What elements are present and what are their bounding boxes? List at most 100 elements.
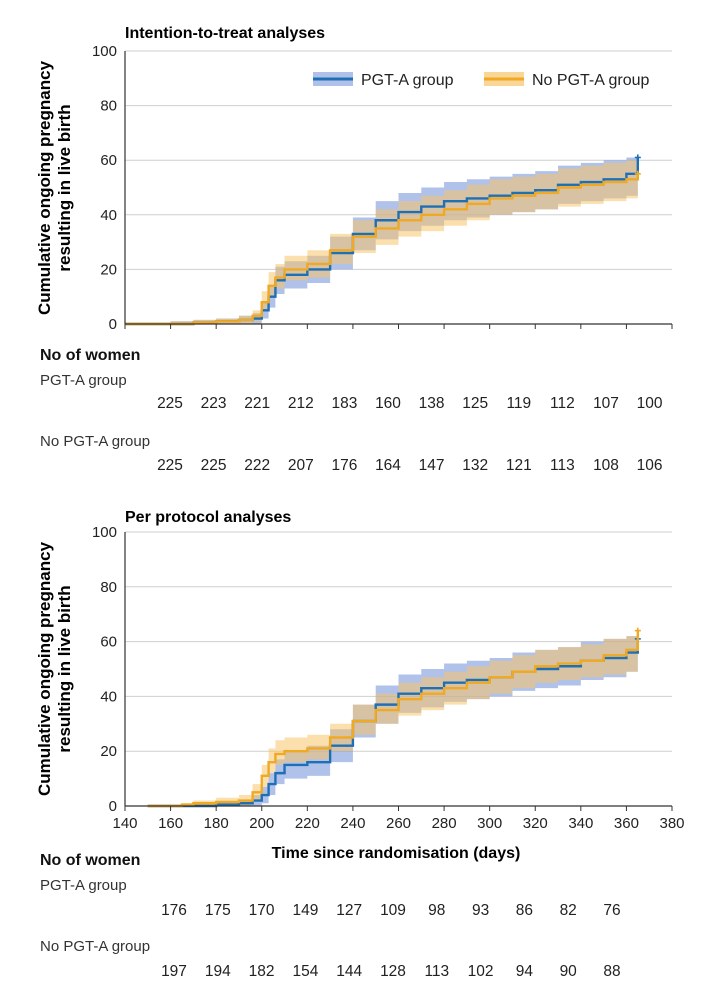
- risk-number: 182: [249, 963, 275, 980]
- y-tick-label: 60: [100, 152, 117, 169]
- risk-number: 90: [560, 963, 578, 980]
- risk-number: 132: [462, 457, 488, 474]
- risk-number: 128: [380, 963, 406, 980]
- risk-number: 144: [336, 963, 362, 980]
- risk-table-1: No of women PGT-A group 225 223 221 212 183 1…: [40, 347, 663, 474]
- y-tick-label: 0: [109, 316, 117, 333]
- y-tick-label: 80: [100, 98, 117, 115]
- risk-group-label-nopgta: No PGT-A group: [40, 433, 150, 450]
- y-tick-labels: 0 20 40 60 80 100: [92, 43, 117, 333]
- risk-number: 113: [424, 963, 449, 980]
- y-tick-labels: 0 20 40 60 80 100: [92, 524, 117, 815]
- risk-number: 194: [205, 963, 231, 980]
- risk-number: 207: [288, 457, 314, 474]
- y-axis-title-line2: resulting in live birth: [55, 585, 74, 752]
- y-axis-title-line1: Cumulative ongoing pregnancy: [35, 60, 54, 315]
- y-tick-label: 100: [92, 43, 117, 60]
- risk-number: 221: [244, 395, 270, 412]
- risk-number: 119: [506, 395, 531, 412]
- x-axis-title: Time since randomisation (days): [272, 845, 521, 862]
- risk-number: 98: [428, 902, 445, 919]
- risk-number: 100: [637, 395, 663, 412]
- risk-number: 147: [419, 457, 445, 474]
- chart-title: Intention-to-treat analyses: [125, 25, 325, 42]
- risk-number: 176: [161, 902, 187, 919]
- confidence-bands: [147, 627, 638, 806]
- risk-number: 160: [375, 395, 401, 412]
- axes: [124, 51, 673, 329]
- x-tick-label: 320: [523, 815, 548, 832]
- risk-number: 176: [331, 457, 357, 474]
- legend-label-nopgta: No PGT-A group: [532, 72, 649, 89]
- series-lines: [125, 154, 641, 326]
- y-axis-title-line2: resulting in live birth: [55, 104, 74, 271]
- y-tick-label: 20: [100, 261, 117, 278]
- risk-number: 113: [550, 457, 575, 474]
- x-tick-label: 200: [249, 815, 274, 832]
- risk-number: 93: [472, 902, 489, 919]
- x-tick-label: 180: [204, 815, 229, 832]
- panel-intention-to-treat: Intention-to-treat analyses 0 20 40 60 80 100…: [35, 25, 673, 333]
- x-tick-label: 300: [477, 815, 502, 832]
- x-tick-label: 240: [340, 815, 365, 832]
- y-axis-title-line1: Cumulative ongoing pregnancy: [35, 541, 54, 796]
- y-tick-label: 60: [100, 634, 117, 651]
- risk-group-label-pgta: PGT-A group: [40, 877, 127, 894]
- risk-number: 212: [288, 395, 314, 412]
- risk-number: 121: [506, 457, 532, 474]
- y-tick-label: 100: [92, 524, 117, 541]
- axes: [124, 532, 673, 811]
- confidence-band-nopgta: [125, 157, 638, 324]
- risk-number: 108: [593, 457, 619, 474]
- risk-number: 106: [637, 457, 663, 474]
- series-line-nopgta: [125, 173, 640, 326]
- risk-table-header: No of women: [40, 852, 140, 869]
- risk-number: 127: [336, 902, 362, 919]
- confidence-band-nopgta: [147, 627, 638, 806]
- risk-row-nopgta: 225 225 222 207 176 164 147 132 121 113 108 106: [157, 457, 662, 474]
- risk-number: 102: [468, 963, 494, 980]
- legend-label-pgta: PGT-A group: [361, 72, 454, 89]
- risk-number: 125: [462, 395, 488, 412]
- x-tick-label: 340: [568, 815, 593, 832]
- risk-row-nopgta: 197 194 182 154 144 128 113 102 94 90 88: [161, 963, 621, 980]
- grid-lines: [125, 50, 672, 270]
- risk-number: 222: [244, 457, 270, 474]
- risk-group-label-nopgta: No PGT-A group: [40, 938, 150, 955]
- risk-number: 223: [201, 395, 227, 412]
- series-line-nopgta: [147, 630, 640, 808]
- y-tick-label: 80: [100, 579, 117, 596]
- risk-number: 107: [593, 395, 619, 412]
- risk-row-pgta: 176 175 170 149 127 109 98 93 86 82 76: [161, 902, 621, 919]
- risk-number: 170: [249, 902, 275, 919]
- panel-per-protocol: Per protocol analyses 0 20 40 60 80 100 140 16…: [35, 509, 685, 862]
- risk-number: 76: [603, 902, 620, 919]
- chart-title: Per protocol analyses: [125, 509, 291, 526]
- x-tick-label: 140: [112, 815, 137, 832]
- legend: PGT-A group No PGT-A group: [313, 72, 649, 89]
- risk-number: 225: [201, 457, 227, 474]
- x-tick-label: 360: [614, 815, 639, 832]
- risk-number: 82: [560, 902, 577, 919]
- y-tick-label: 40: [100, 207, 117, 224]
- x-tick-labels: 140 160 180 200 220 240 260 280 300 320 340 360 380: [112, 815, 684, 832]
- risk-number: 197: [161, 963, 187, 980]
- y-tick-label: 0: [109, 798, 117, 815]
- risk-number: 154: [292, 963, 318, 980]
- risk-number: 164: [375, 457, 401, 474]
- series-lines: [147, 627, 641, 808]
- risk-number: 175: [205, 902, 231, 919]
- x-tick-label: 260: [386, 815, 411, 832]
- risk-number: 88: [603, 963, 620, 980]
- y-tick-label: 20: [100, 743, 117, 760]
- risk-table-2: No of women PGT-A group 176 175 170 149 127 1…: [40, 852, 621, 980]
- risk-number: 86: [516, 902, 533, 919]
- x-tick-label: 280: [432, 815, 457, 832]
- risk-group-label-pgta: PGT-A group: [40, 372, 127, 389]
- risk-number: 225: [157, 395, 183, 412]
- confidence-bands: [125, 154, 638, 324]
- risk-number: 183: [331, 395, 357, 412]
- risk-table-header: No of women: [40, 347, 140, 364]
- y-tick-label: 40: [100, 688, 117, 705]
